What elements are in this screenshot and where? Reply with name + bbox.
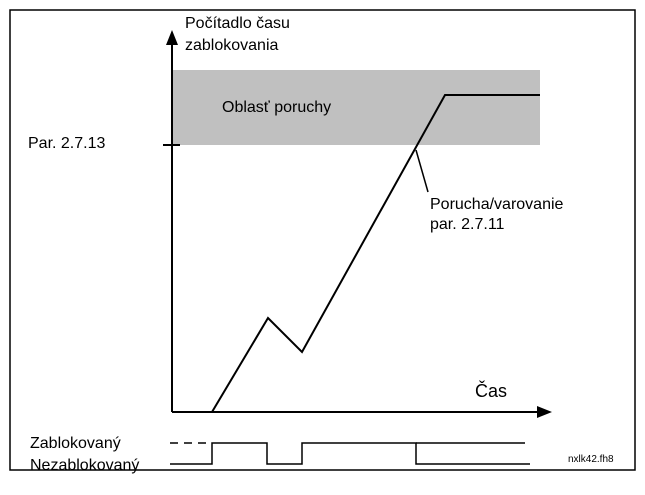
counter-line bbox=[211, 94, 540, 413]
y-arrow bbox=[166, 30, 178, 45]
threshold-label: Par. 2.7.13 bbox=[28, 135, 105, 152]
y-label: zablokovania bbox=[185, 37, 279, 54]
region-label: Oblasť poruchy bbox=[222, 99, 331, 116]
y-label: Počítadlo času bbox=[185, 15, 290, 32]
file-id: nxlk42.fh8 bbox=[568, 454, 614, 465]
leader-line bbox=[415, 149, 429, 193]
annotation: par. 2.7.11 bbox=[430, 216, 505, 233]
x-label: Čas bbox=[475, 380, 507, 401]
signal-line bbox=[170, 442, 530, 465]
fault-region bbox=[172, 70, 540, 145]
x-arrow bbox=[537, 406, 552, 418]
signal-high-label: Zablokovaný bbox=[30, 435, 121, 452]
annotation: Porucha/varovanie bbox=[430, 196, 564, 213]
signal-low-label: Nezablokovaný bbox=[30, 457, 139, 474]
